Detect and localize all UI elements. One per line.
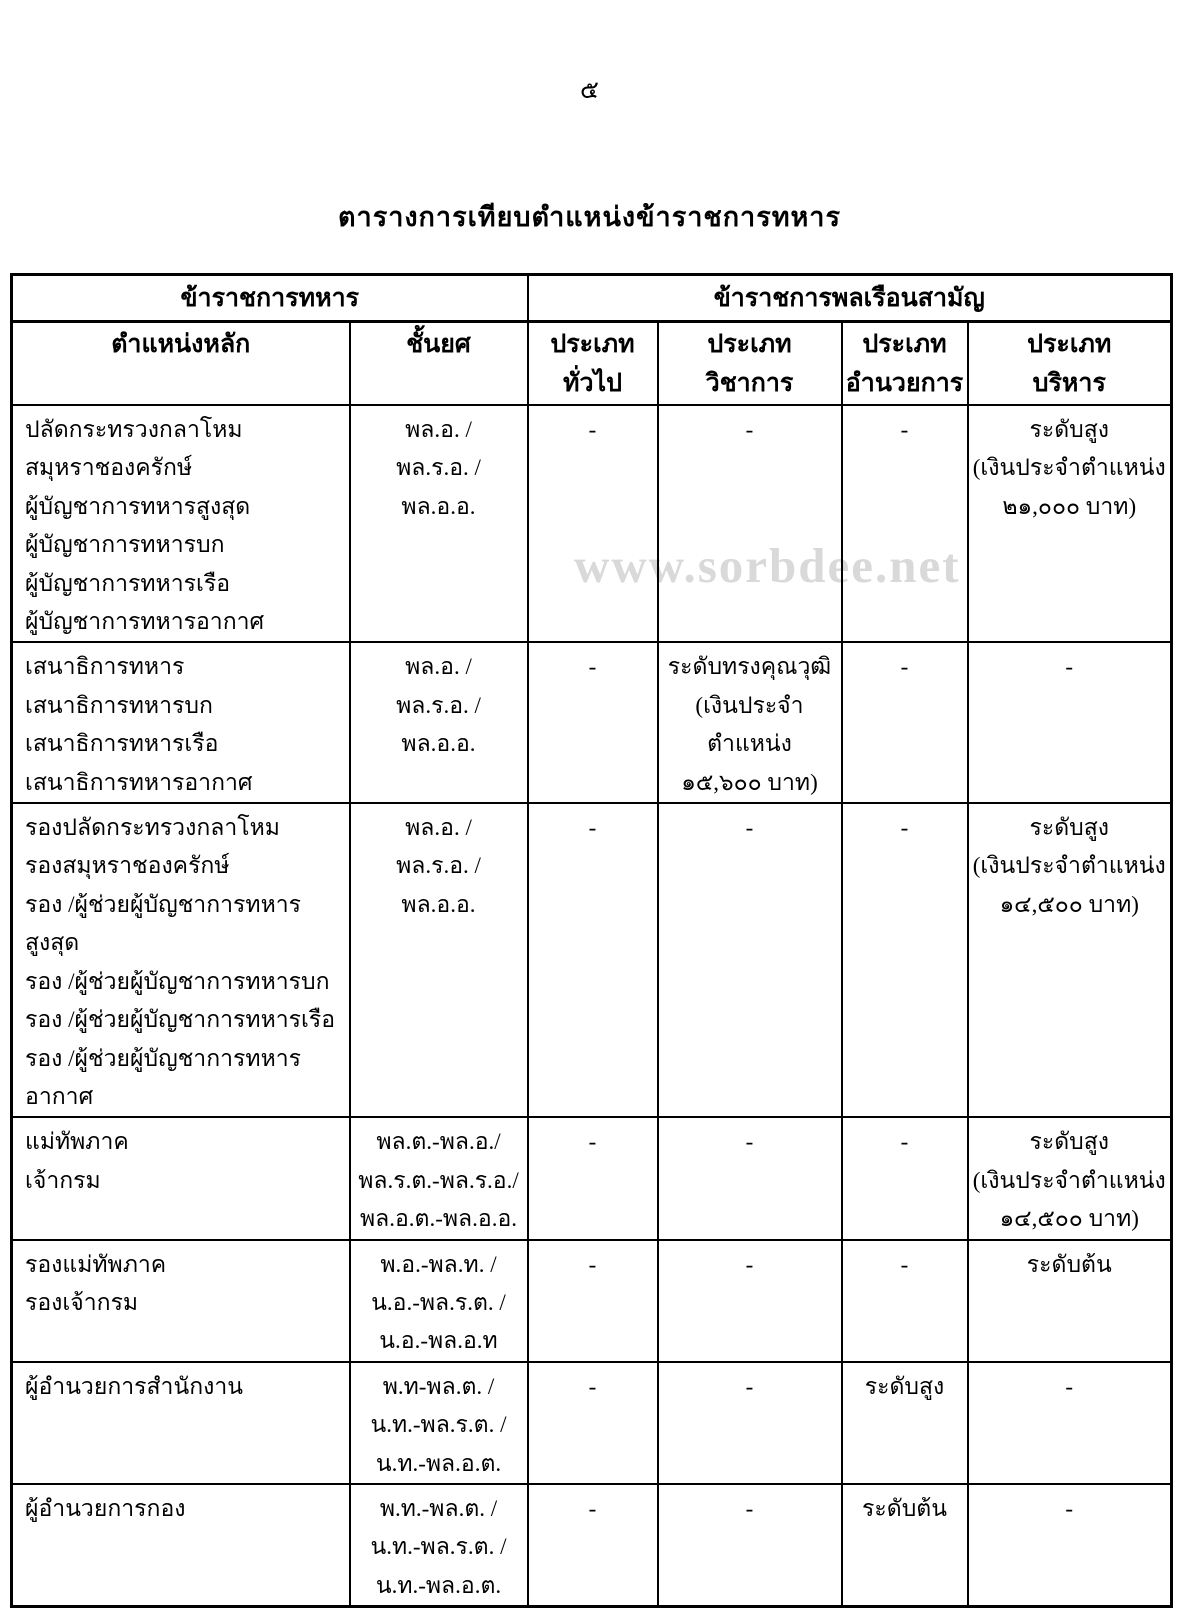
col-header-main-position: ตำแหน่งหลัก [10, 320, 351, 406]
cell-general: - [526, 1116, 659, 1241]
cell-positions: เสนาธิการทหาร เสนาธิการทหารบก เสนาธิการท… [10, 641, 351, 805]
col-header-executive-type: ประเภท บริหาร [966, 320, 1173, 406]
cell-managerial: - [840, 1238, 969, 1363]
cell-general: - [526, 403, 659, 644]
cell-general: - [526, 641, 659, 805]
col-header-rank: ชั้นยศ [348, 320, 529, 406]
cell-ranks: พล.อ. / พล.ร.อ. / พล.อ.อ. [348, 403, 529, 644]
cell-executive: - [966, 1482, 1173, 1608]
cell-general: - [526, 1482, 659, 1608]
cell-executive: - [966, 641, 1173, 805]
cell-executive: ระดับสูง (เงินประจำตำแหน่ง ๒๑,๐๐๐ บาท) [966, 403, 1173, 644]
cell-academic: - [656, 1360, 843, 1485]
cell-executive: ระดับสูง (เงินประจำตำแหน่ง ๑๔,๕๐๐ บาท) [966, 802, 1173, 1119]
cell-general: - [526, 1360, 659, 1485]
cell-positions: ผู้อำนวยการสำนักงาน [10, 1360, 351, 1485]
cell-positions: ปลัดกระทรวงกลาโหม สมุหราชองครักษ์ ผู้บัญ… [10, 403, 351, 644]
cell-managerial: - [840, 1116, 969, 1241]
cell-academic: - [656, 1482, 843, 1608]
cell-academic: - [656, 1116, 843, 1241]
cell-ranks: พล.อ. / พล.ร.อ. / พล.อ.อ. [348, 641, 529, 805]
col-header-managerial-type: ประเภท อำนวยการ [840, 320, 969, 406]
table-row: รองแม่ทัพภาค รองเจ้ากรม พ.อ.-พล.ท. / น.อ… [10, 1238, 1173, 1363]
cell-academic: - [656, 1238, 843, 1363]
cell-general: - [526, 1238, 659, 1363]
group-header-civil-service: ข้าราชการพลเรือนสามัญ [526, 273, 1173, 323]
cell-executive: ระดับสูง (เงินประจำตำแหน่ง ๑๔,๕๐๐ บาท) [966, 1116, 1173, 1241]
table-row: ผู้อำนวยการสำนักงาน พ.ท-พล.ต. / น.ท.-พล.… [10, 1360, 1173, 1485]
cell-positions: รองแม่ทัพภาค รองเจ้ากรม [10, 1238, 351, 1363]
cell-general: - [526, 802, 659, 1119]
cell-academic: - [656, 403, 843, 644]
cell-managerial: ระดับต้น [840, 1482, 969, 1608]
cell-academic: ระดับทรงคุณวุฒิ (เงินประจำ ตำแหน่ง ๑๕,๖๐… [656, 641, 843, 805]
table-row: ปลัดกระทรวงกลาโหม สมุหราชองครักษ์ ผู้บัญ… [10, 403, 1173, 644]
cell-ranks: พ.ท.-พล.ต. / น.ท.-พล.ร.ต. / น.ท.-พล.อ.ต. [348, 1482, 529, 1608]
cell-ranks: พล.อ. / พล.ร.อ. / พล.อ.อ. [348, 802, 529, 1119]
cell-positions: แม่ทัพภาค เจ้ากรม [10, 1116, 351, 1241]
cell-executive: - [966, 1360, 1173, 1485]
cell-positions: รองปลัดกระทรวงกลาโหม รองสมุหราชองครักษ์ … [10, 802, 351, 1119]
group-header-row: ข้าราชการทหาร ข้าราชการพลเรือนสามัญ [10, 273, 1173, 323]
cell-managerial: - [840, 641, 969, 805]
cell-academic: - [656, 802, 843, 1119]
page-title: ตารางการเทียบตำแหน่งข้าราชการทหาร [338, 202, 841, 232]
col-header-academic-type: ประเภท วิชาการ [656, 320, 843, 406]
table-row: เสนาธิการทหาร เสนาธิการทหารบก เสนาธิการท… [10, 641, 1173, 805]
cell-managerial: - [840, 802, 969, 1119]
table-row: แม่ทัพภาค เจ้ากรม พล.ต.-พล.อ./ พล.ร.ต.-พ… [10, 1116, 1173, 1241]
page-number: ๕ [580, 77, 599, 104]
cell-managerial: ระดับสูง [840, 1360, 969, 1485]
cell-ranks: พ.ท-พล.ต. / น.ท.-พล.ร.ต. / น.ท.-พล.อ.ต. [348, 1360, 529, 1485]
position-comparison-table: ข้าราชการทหาร ข้าราชการพลเรือนสามัญ ตำแห… [10, 273, 1173, 1608]
cell-managerial: - [840, 403, 969, 644]
group-header-military: ข้าราชการทหาร [10, 273, 529, 323]
table-row: ผู้อำนวยการกอง พ.ท.-พล.ต. / น.ท.-พล.ร.ต.… [10, 1482, 1173, 1608]
cell-executive: ระดับต้น [966, 1238, 1173, 1363]
column-header-row: ตำแหน่งหลัก ชั้นยศ ประเภท ทั่วไป ประเภท … [10, 320, 1173, 406]
cell-ranks: พล.ต.-พล.อ./ พล.ร.ต.-พล.ร.อ./ พล.อ.ต.-พล… [348, 1116, 529, 1241]
cell-positions: ผู้อำนวยการกอง [10, 1482, 351, 1608]
cell-ranks: พ.อ.-พล.ท. / น.อ.-พล.ร.ต. / น.อ.-พล.อ.ท [348, 1238, 529, 1363]
col-header-general-type: ประเภท ทั่วไป [526, 320, 659, 406]
table-row: รองปลัดกระทรวงกลาโหม รองสมุหราชองครักษ์ … [10, 802, 1173, 1119]
